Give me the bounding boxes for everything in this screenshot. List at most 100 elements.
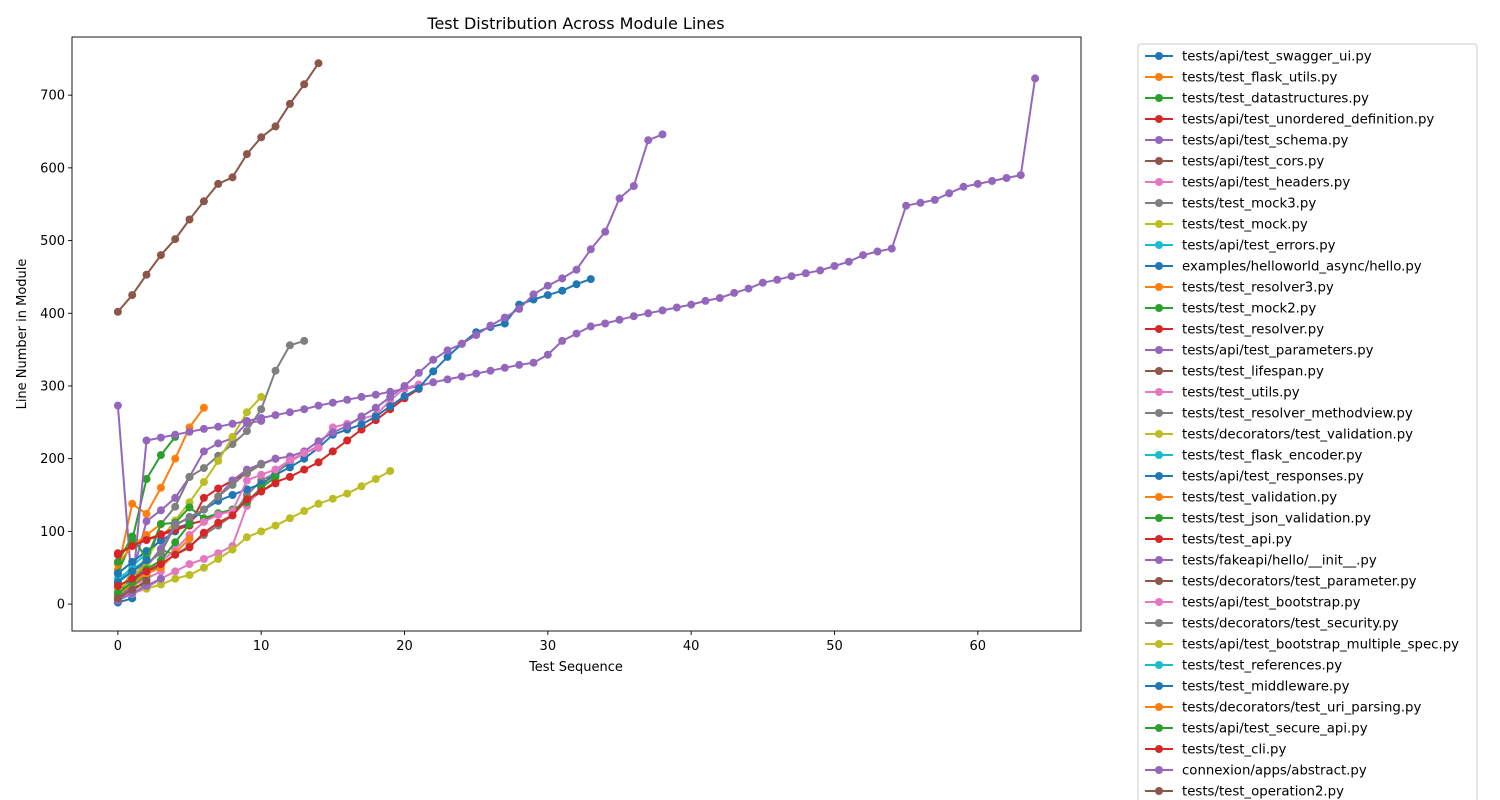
data-point [328, 428, 337, 437]
data-point [199, 555, 208, 563]
data-point [142, 536, 151, 545]
data-point [386, 467, 395, 475]
data-point [113, 581, 122, 590]
data-point [830, 262, 839, 270]
legend-item: tests/decorators/test_security.py [1145, 617, 1399, 632]
data-point [128, 567, 137, 576]
data-point [371, 403, 380, 412]
data-point [816, 266, 825, 275]
data-point [214, 518, 223, 527]
y-tick-label: 500 [40, 234, 65, 249]
legend-label: tests/test_utils.py [1182, 386, 1300, 401]
data-point [300, 448, 309, 457]
x-tick-label: 30 [540, 639, 557, 654]
data-point [844, 257, 853, 266]
data-point [113, 550, 122, 559]
data-point [214, 456, 223, 465]
data-point [128, 557, 137, 566]
data-point [730, 288, 739, 297]
legend-label: tests/decorators/test_uri_parsing.py [1182, 701, 1421, 716]
series-24 [113, 130, 667, 605]
data-point [586, 322, 595, 331]
legend-label: tests/test_mock.py [1182, 218, 1308, 233]
data-point [558, 336, 567, 345]
legend-item: tests/fakeapi/hello/__init__.py [1145, 554, 1377, 569]
data-point [429, 378, 438, 387]
chart-title: Test Distribution Across Module Lines [426, 14, 724, 33]
legend-label: tests/test_mock3.py [1182, 197, 1316, 212]
legend-label: tests/api/test_headers.py [1182, 176, 1350, 191]
legend-label: tests/api/test_errors.py [1182, 239, 1336, 254]
legend-item: tests/api/test_bootstrap_multiple_spec.p… [1145, 638, 1459, 653]
data-point [500, 363, 509, 372]
data-point [343, 489, 352, 498]
data-point [257, 470, 266, 479]
data-point [271, 472, 280, 481]
data-point [400, 392, 409, 401]
legend-item: tests/api/test_swagger_ui.py [1145, 50, 1372, 65]
data-point [257, 487, 266, 496]
data-point [142, 517, 151, 526]
data-point [242, 476, 251, 485]
data-point [199, 528, 208, 537]
data-point [142, 576, 151, 585]
legend-item: tests/test_mock.py [1145, 218, 1308, 233]
legend-label: tests/api/test_parameters.py [1182, 344, 1374, 359]
data-point [902, 201, 911, 210]
data-point [1031, 74, 1040, 83]
legend: tests/api/test_swagger_ui.py tests/test_f… [1137, 43, 1478, 800]
legend-item: tests/test_operation2.py [1145, 785, 1344, 800]
legend-label: tests/decorators/test_validation.py [1182, 428, 1413, 443]
legend-item: tests/decorators/test_validation.py [1145, 428, 1413, 443]
data-point [171, 235, 180, 244]
data-point [271, 521, 280, 530]
data-point [672, 303, 681, 312]
data-point [199, 493, 208, 502]
legend-marker [1155, 409, 1163, 417]
legend-item: tests/test_flask_encoder.py [1145, 449, 1363, 464]
data-point [142, 270, 151, 279]
data-point [457, 372, 466, 381]
legend-marker [1155, 73, 1163, 81]
data-point [644, 309, 653, 318]
data-point [629, 182, 638, 190]
data-point [386, 392, 395, 401]
y-tick-label: 300 [40, 379, 65, 394]
legend-item: tests/decorators/test_uri_parsing.py [1145, 701, 1421, 716]
data-point [171, 502, 180, 511]
legend-marker [1155, 577, 1163, 585]
data-point [242, 533, 251, 542]
data-point [945, 189, 954, 198]
legend-marker [1155, 724, 1163, 732]
legend-label: tests/test_json_validation.py [1182, 512, 1371, 527]
data-point [257, 527, 266, 536]
data-point [859, 251, 868, 260]
data-point [185, 427, 194, 436]
legend-marker [1155, 220, 1163, 228]
legend-marker [1155, 661, 1163, 669]
data-point [988, 177, 997, 185]
legend-label: tests/decorators/test_security.py [1182, 617, 1399, 632]
data-point [486, 321, 495, 330]
data-point [930, 195, 939, 204]
data-point [228, 432, 237, 441]
data-point [658, 130, 667, 139]
x-axis-label: Test Sequence [528, 660, 623, 675]
data-point [214, 555, 223, 563]
legend-marker [1155, 493, 1163, 501]
data-point [142, 509, 151, 518]
legend-item: tests/api/test_cors.py [1145, 155, 1324, 170]
data-point [113, 401, 122, 410]
data-point [343, 395, 352, 404]
data-point [558, 274, 567, 283]
data-point [357, 420, 366, 429]
x-tick-label: 50 [826, 639, 843, 654]
legend-label: tests/test_flask_encoder.py [1182, 449, 1363, 464]
data-point [199, 478, 208, 486]
data-point [156, 433, 165, 442]
data-point [285, 463, 294, 472]
legend-item: tests/test_api.py [1145, 533, 1292, 548]
legend-item: tests/api/test_schema.py [1145, 134, 1349, 149]
legend-marker [1155, 52, 1163, 60]
